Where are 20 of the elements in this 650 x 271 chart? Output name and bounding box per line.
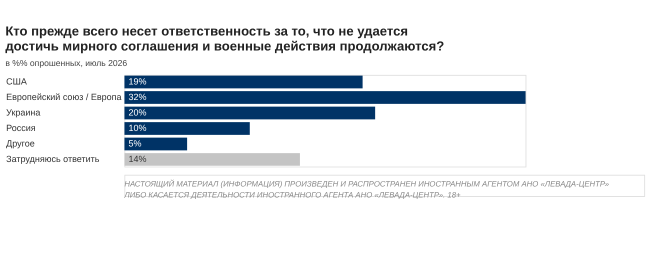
y-tick-label: США [6,76,27,86]
y-tick-label: Европейский союз / Европа [6,92,122,102]
bar [124,106,376,120]
data-label: 20% [128,107,147,118]
bar [124,76,363,88]
bar [124,122,250,135]
y-tick-label: Россия [6,122,36,133]
y-tick-label: Другое [6,138,35,148]
data-label: 5% [128,138,142,148]
chart-title: Кто прежде всего несет ответственность за то, что не удается достичь мирного соглашения и военные действия продолжаются? [5,24,444,54]
data-label: 14% [128,154,147,164]
bar [124,153,300,166]
bar [124,138,188,150]
y-tick-label: Затрудняюсь ответить [6,154,100,164]
data-label: 10% [128,122,147,133]
chart-subtitle: в %% опрошенных, июль 2026 [5,58,128,68]
y-tick-label: Украина [6,107,40,118]
bar [124,91,526,104]
data-label: 32% [128,92,147,102]
data-label: 19% [128,76,147,86]
